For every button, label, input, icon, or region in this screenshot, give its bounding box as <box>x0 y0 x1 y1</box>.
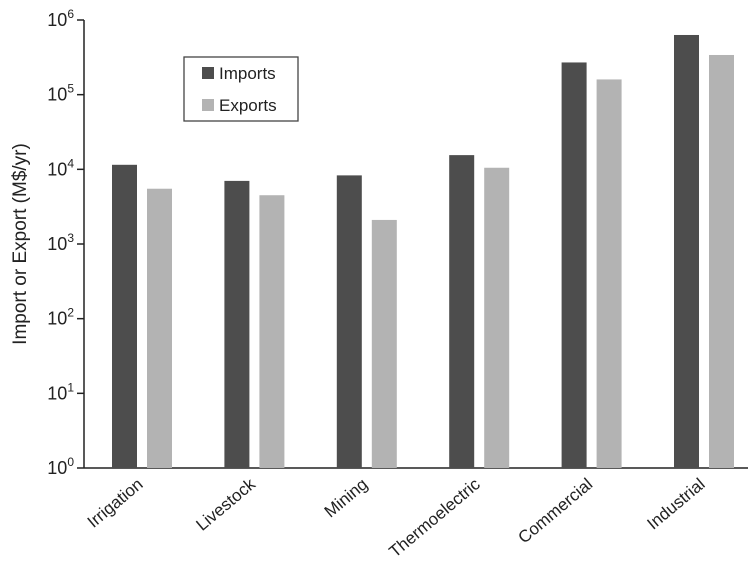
y-tick-label: 104 <box>47 156 74 179</box>
y-tick-exponent: 6 <box>67 7 74 21</box>
x-tick-label-mining: Mining <box>321 475 372 522</box>
bar-exports-commercial <box>596 79 622 468</box>
y-tick-label: 103 <box>47 231 74 254</box>
y-tick-label: 100 <box>47 455 74 478</box>
bar-exports-industrial <box>709 54 734 468</box>
bar-imports-mining <box>336 175 362 469</box>
bar-exports-mining <box>371 219 397 468</box>
legend-swatch-imports <box>202 67 214 79</box>
y-tick-base: 10 <box>47 10 67 30</box>
x-tick-label-thermoelectric: Thermoelectric <box>385 474 484 561</box>
y-tick-exponent: 0 <box>67 455 74 469</box>
bar-exports-irrigation <box>147 188 172 468</box>
bar-imports-commercial <box>561 62 587 469</box>
y-tick-label: 105 <box>47 82 74 105</box>
legend-swatch-exports <box>202 99 214 111</box>
y-tick-base: 10 <box>47 383 67 403</box>
x-tick-label-livestock: Livestock <box>192 474 259 534</box>
y-tick-label: 102 <box>47 306 74 329</box>
x-tick-label-industrial: Industrial <box>644 475 709 534</box>
x-tick-label-irrigation: Irrigation <box>84 475 147 532</box>
y-tick-base: 10 <box>47 85 67 105</box>
legend-label-exports: Exports <box>219 96 277 115</box>
y-tick-base: 10 <box>47 159 67 179</box>
y-tick-label: 101 <box>47 380 74 403</box>
y-tick-exponent: 3 <box>67 231 74 245</box>
bar-exports-livestock <box>259 195 285 468</box>
y-tick-exponent: 1 <box>67 380 74 394</box>
y-tick-base: 10 <box>47 458 67 478</box>
legend: Imports Exports <box>183 56 299 122</box>
x-tick-labels: Irrigation Livestock Mining Thermoelectric C… <box>84 474 709 561</box>
bar-imports-industrial <box>674 34 699 468</box>
bars <box>112 34 734 469</box>
y-tick-exponent: 5 <box>67 82 74 96</box>
y-tick-exponent: 4 <box>67 156 74 170</box>
bar-imports-thermoelectric <box>449 155 475 469</box>
y-tick-label: 106 <box>47 7 74 30</box>
legend-label-imports: Imports <box>219 64 276 83</box>
y-axis-label: Import or Export (M$/yr) <box>10 143 31 345</box>
bar-exports-thermoelectric <box>484 167 510 468</box>
y-tick-base: 10 <box>47 234 67 254</box>
y-tick-base: 10 <box>47 309 67 329</box>
bar-imports-irrigation <box>112 164 137 469</box>
x-tick-label-commercial: Commercial <box>514 475 596 548</box>
bar-imports-livestock <box>224 180 250 468</box>
y-tick-exponent: 2 <box>67 306 74 320</box>
